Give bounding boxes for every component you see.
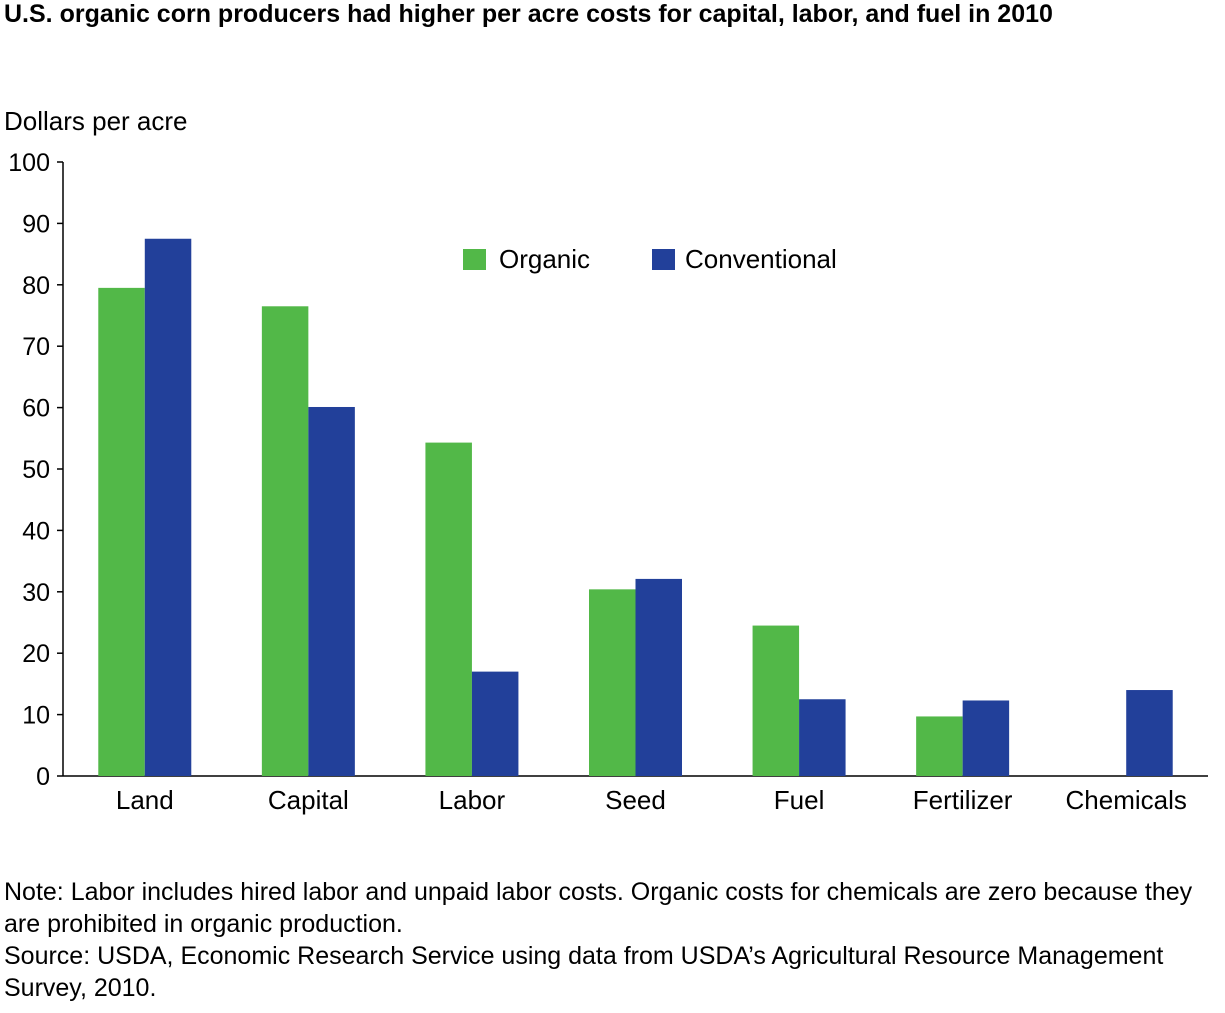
legend-label-conventional: Conventional	[685, 244, 837, 274]
bar-conventional-fuel	[799, 699, 846, 776]
x-tick-label: Fertilizer	[913, 785, 1013, 815]
bar-conventional-land	[144, 238, 192, 776]
x-tick-label: Labor	[439, 785, 506, 815]
y-tick-label: 90	[22, 210, 50, 238]
bar-conventional-chemicals	[1126, 690, 1173, 776]
x-tick-label: Seed	[605, 785, 666, 815]
bar-chart: 0 10 20 30 40 50 60 70 80 90 100 Land Capital Labor Se…	[8, 149, 1208, 815]
bar-organic-land	[98, 287, 145, 776]
y-tick-label: 50	[22, 456, 50, 484]
y-tick-label: 40	[22, 517, 50, 545]
bar-conventional-capital	[308, 406, 355, 776]
source-text: Source: USDA, Economic Research Service …	[4, 942, 1164, 1002]
y-tick-label: 100	[8, 149, 50, 177]
x-tick-label: Chemicals	[1066, 785, 1187, 815]
chart-title: U.S. organic corn producers had higher p…	[4, 0, 1053, 28]
legend-label-organic: Organic	[499, 244, 590, 274]
bar-organic-fertilizer	[916, 716, 963, 776]
x-tick-label: Land	[116, 785, 174, 815]
y-tick-label: 30	[22, 579, 50, 607]
legend-swatch-organic	[463, 249, 486, 270]
bar-organic-capital	[261, 306, 309, 776]
y-tick-label: 70	[22, 333, 50, 361]
bar-conventional-seed	[635, 578, 682, 776]
y-tick-label: 80	[22, 272, 50, 300]
y-tick-label: 10	[22, 702, 50, 730]
y-tick-label: 60	[22, 395, 50, 423]
bar-organic-seed	[589, 589, 636, 776]
bar-organic-fuel	[752, 625, 800, 776]
bar-conventional-fertilizer	[962, 700, 1010, 776]
y-tick-label: 0	[36, 763, 50, 791]
y-axis-label: Dollars per acre	[4, 106, 188, 136]
x-tick-label: Capital	[268, 785, 349, 815]
x-tick-label: Fuel	[774, 785, 825, 815]
bar-organic-labor	[425, 442, 472, 776]
bar-conventional-labor	[471, 671, 519, 776]
note-text: Note: Labor includes hired labor and unp…	[4, 878, 1193, 938]
y-tick-label: 20	[22, 640, 50, 668]
chart-notes: Note: Labor includes hired labor and unp…	[4, 876, 1219, 1004]
legend-swatch-conventional	[652, 249, 675, 270]
